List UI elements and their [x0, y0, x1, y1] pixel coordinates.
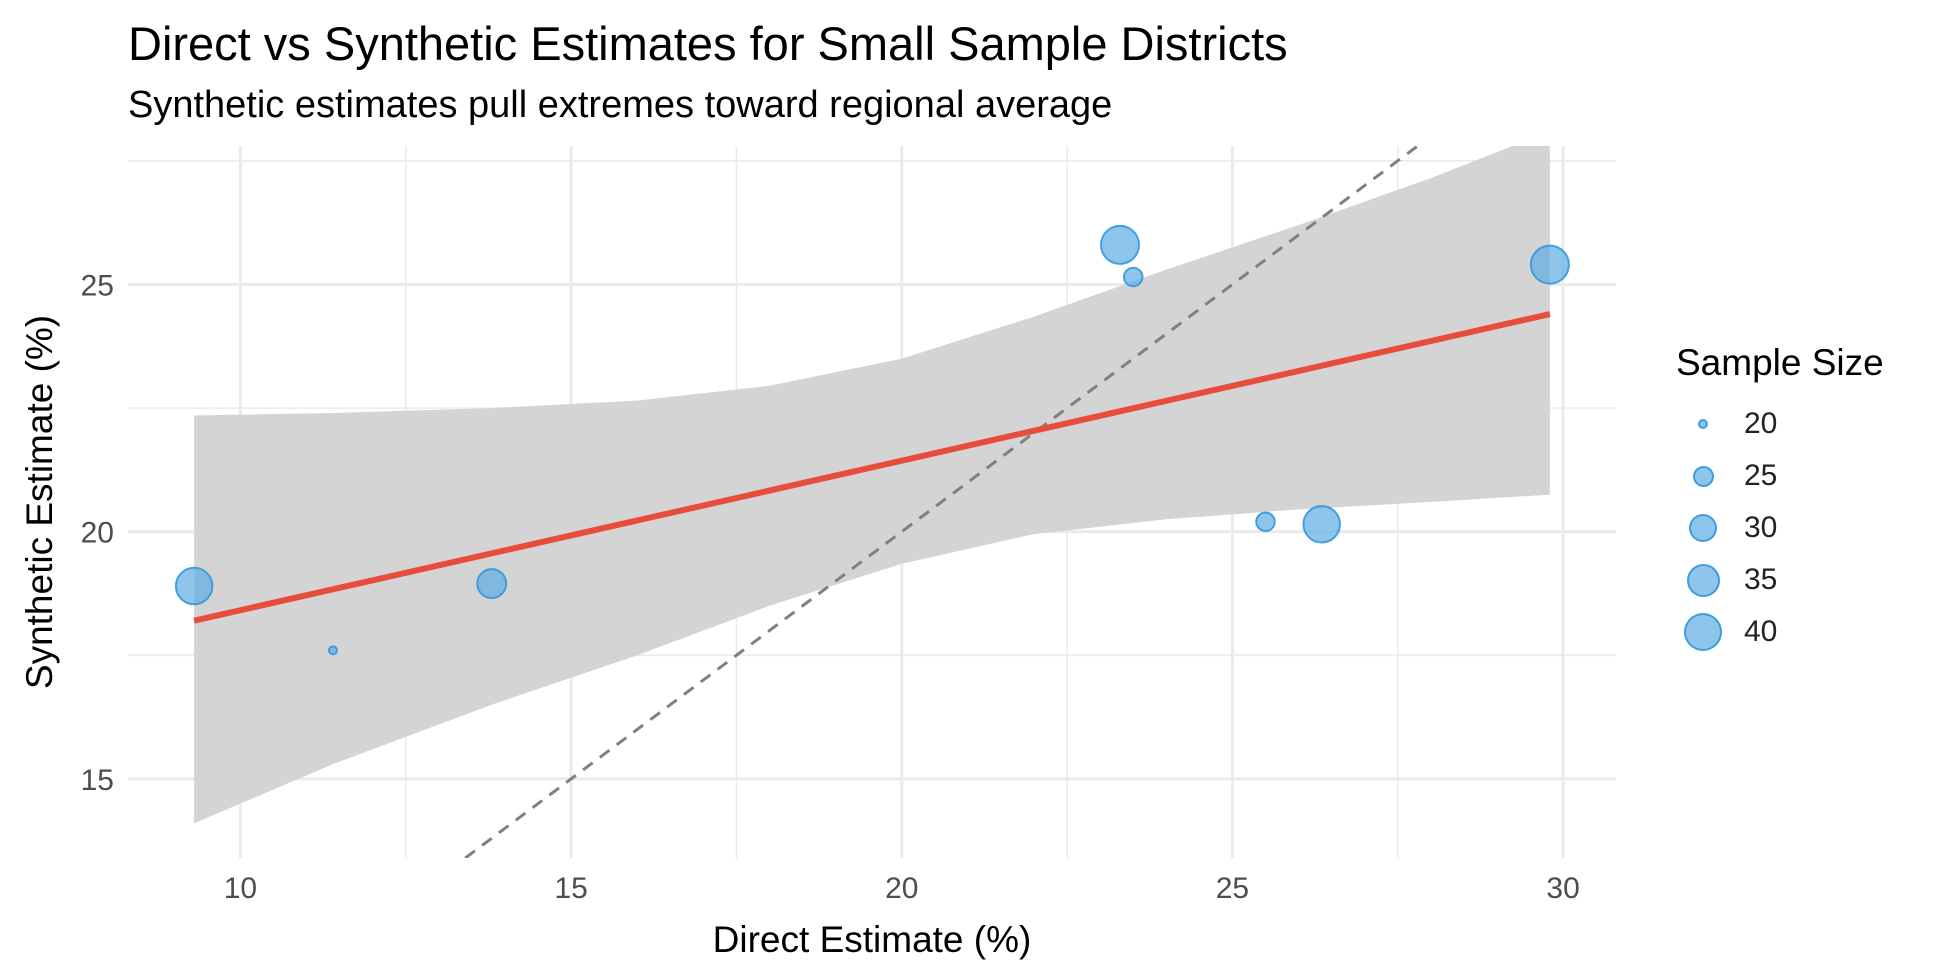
- data-point-5: [1122, 266, 1144, 288]
- legend-key-40: [1684, 613, 1722, 651]
- legend-label: 20: [1744, 407, 1778, 440]
- size-legend: Sample Size 20 25 30 35 40: [1676, 342, 1938, 658]
- regression-line: [193, 311, 1551, 624]
- legend-key-25: [1692, 465, 1714, 487]
- data-point-7: [1302, 505, 1341, 544]
- chart-subtitle: Synthetic estimates pull extremes toward…: [128, 84, 1113, 126]
- data-point-3: [476, 568, 508, 600]
- y-tick-label: 20: [81, 517, 114, 550]
- x-axis-title: Direct Estimate (%): [713, 919, 1032, 960]
- identity-line: [464, 146, 1421, 858]
- confidence-band: [194, 146, 1550, 824]
- legend-key-30: [1689, 514, 1717, 542]
- legend-key-35: [1686, 563, 1720, 597]
- y-axis-title: Synthetic Estimate (%): [19, 315, 60, 689]
- legend-label: 25: [1744, 459, 1778, 492]
- legend-label: 40: [1744, 615, 1778, 648]
- plot-layers: [174, 146, 1570, 858]
- data-point-8: [1529, 244, 1570, 285]
- legend-item-35: 35: [1676, 554, 1938, 606]
- data-point-6: [1255, 511, 1276, 533]
- legend-item-25: 25: [1676, 450, 1938, 502]
- chart-title: Direct vs Synthetic Estimates for Small …: [128, 17, 1288, 70]
- y-tick-label: 25: [81, 269, 114, 302]
- data-point-4: [1100, 224, 1140, 265]
- y-tick-label: 15: [81, 764, 114, 797]
- x-tick-label: 20: [885, 872, 918, 905]
- x-tick-label: 25: [1216, 872, 1249, 905]
- legend-label: 35: [1744, 563, 1778, 596]
- x-tick-label: 30: [1546, 872, 1579, 905]
- x-tick-label: 10: [224, 872, 257, 905]
- size-legend-title: Sample Size: [1676, 342, 1884, 383]
- legend-item-40: 40: [1676, 606, 1938, 658]
- legend-label: 30: [1744, 511, 1778, 544]
- legend-key-20: [1698, 419, 1708, 429]
- data-point-1: [174, 566, 214, 606]
- x-tick-label: 15: [554, 872, 587, 905]
- legend-item-20: 20: [1676, 398, 1938, 450]
- legend-item-30: 30: [1676, 502, 1938, 554]
- data-point-2: [328, 645, 339, 656]
- tick-labels: 10 15 20 25 30 15 20 25: [81, 269, 1580, 905]
